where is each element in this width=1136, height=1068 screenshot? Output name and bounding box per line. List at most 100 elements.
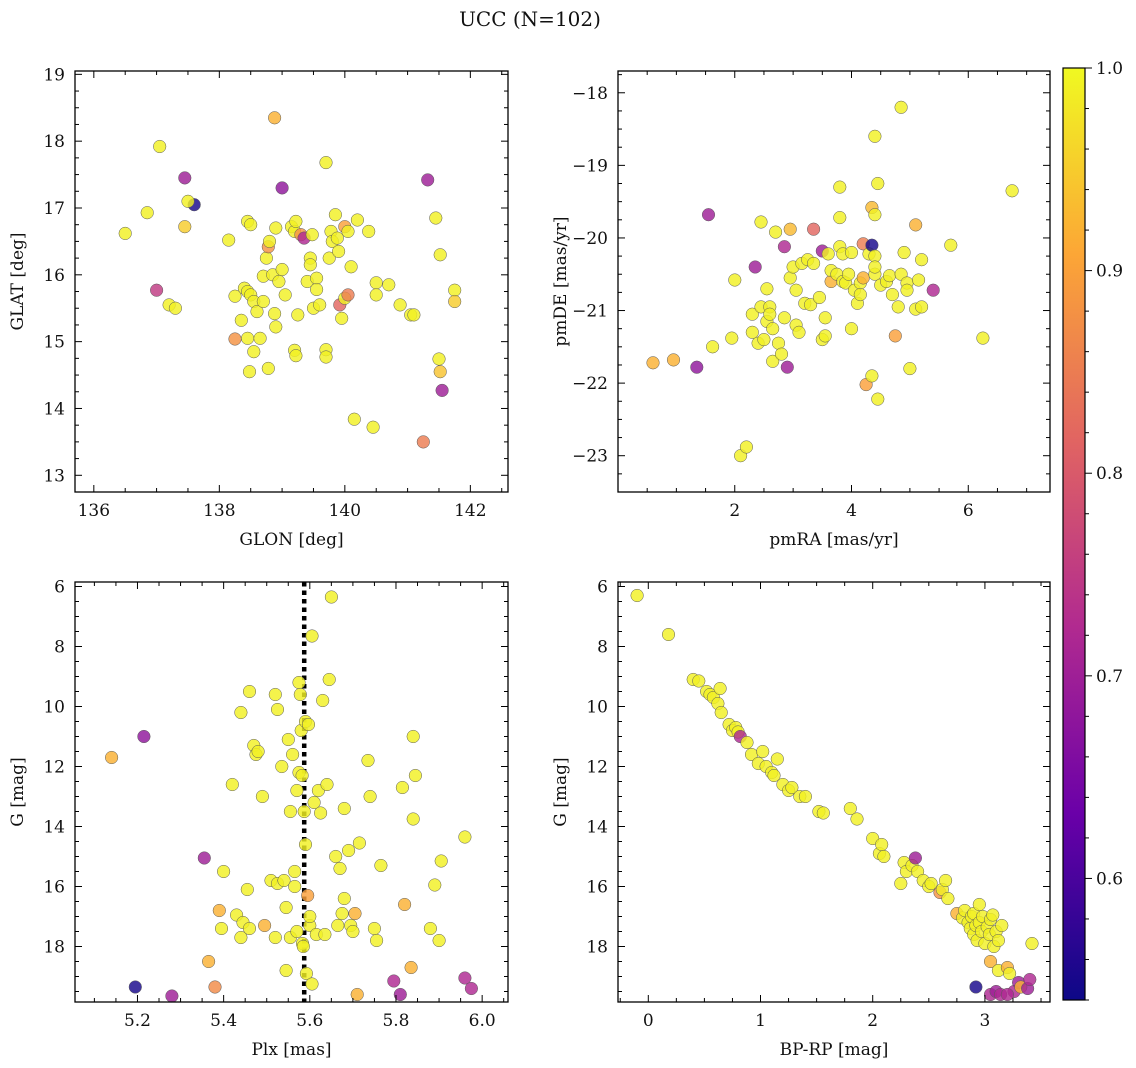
x-tick-label: 142 <box>454 501 486 521</box>
data-point <box>739 440 753 454</box>
y-tick-label: 8 <box>597 638 608 658</box>
data-point <box>690 360 704 374</box>
data-point <box>398 897 412 912</box>
data-point <box>319 156 333 170</box>
colorbar-tick-label: 0.9 <box>1096 262 1123 282</box>
data-point <box>877 849 891 864</box>
y-tick-label: 18 <box>586 938 608 958</box>
scatter-points <box>105 590 478 1003</box>
data-point <box>416 435 430 449</box>
y-axis-label: pmDE [mas/yr] <box>551 216 571 346</box>
data-point <box>253 331 267 345</box>
data-point <box>908 851 922 865</box>
data-point <box>714 705 728 720</box>
data-point <box>850 812 864 826</box>
data-point <box>856 271 870 285</box>
plot-frame <box>617 70 1051 493</box>
y-tick-label: 10 <box>43 698 65 718</box>
data-point <box>178 171 192 185</box>
data-point <box>434 854 448 868</box>
data-point <box>228 289 242 303</box>
data-point <box>350 987 364 1002</box>
data-point <box>433 248 447 262</box>
y-tick-label: 6 <box>597 578 608 598</box>
colorbar-tick-label: 0.6 <box>1096 869 1123 889</box>
data-point <box>307 795 321 810</box>
data-point <box>289 214 303 228</box>
data-point <box>763 307 777 321</box>
data-point <box>818 329 832 343</box>
scatter-points <box>118 111 462 449</box>
data-point <box>448 294 462 309</box>
y-tick-label: −22 <box>572 374 608 394</box>
data-point <box>891 300 905 314</box>
x-tick-label: 1 <box>755 1011 766 1031</box>
data-point <box>305 228 319 242</box>
data-point <box>212 903 226 918</box>
data-point <box>208 980 222 994</box>
data-point <box>310 282 324 297</box>
data-point <box>701 208 716 222</box>
data-point <box>868 129 882 143</box>
data-point <box>333 861 347 876</box>
data-point <box>882 269 897 283</box>
data-point <box>804 298 818 312</box>
x-axis-label: GLON [deg] <box>239 530 343 550</box>
data-point <box>332 244 346 258</box>
y-tick-label: 16 <box>586 878 608 898</box>
data-point <box>756 744 770 759</box>
data-point <box>137 729 151 744</box>
data-point <box>305 629 319 643</box>
x-tick-label: 138 <box>203 501 235 521</box>
data-point <box>972 897 986 912</box>
y-tick-label: 16 <box>43 878 65 898</box>
data-point <box>269 320 283 334</box>
data-point <box>387 974 401 988</box>
data-point <box>777 240 791 254</box>
data-point <box>255 789 269 804</box>
data-point <box>250 305 264 319</box>
data-point <box>289 349 303 363</box>
colorbar-tick-label: 0.8 <box>1096 464 1123 484</box>
data-point <box>197 851 211 865</box>
x-axis-label: BP-RP [mag] <box>780 1040 889 1060</box>
y-tick-label: 18 <box>43 132 65 152</box>
data-point <box>270 702 285 717</box>
data-point <box>303 909 317 924</box>
scatter-points <box>630 588 1039 1002</box>
data-point <box>297 804 311 819</box>
data-point <box>341 224 355 238</box>
data-point <box>407 308 421 322</box>
data-point <box>769 225 783 239</box>
data-point <box>843 801 857 816</box>
data-point <box>288 879 302 894</box>
plot-frame <box>617 581 1051 1003</box>
data-point <box>118 226 132 240</box>
data-point <box>275 262 289 277</box>
data-point <box>279 963 293 978</box>
x-tick-label: 5.2 <box>124 1011 151 1031</box>
data-point <box>833 211 847 225</box>
data-point <box>316 693 330 708</box>
data-point <box>337 801 351 816</box>
x-tick-label: 2 <box>867 1011 878 1031</box>
data-point <box>318 927 332 942</box>
x-tick-label: 136 <box>78 501 110 521</box>
data-point <box>181 194 195 208</box>
data-point <box>393 987 407 1002</box>
y-tick-label: 14 <box>43 399 65 419</box>
data-point <box>812 290 826 305</box>
data-point <box>760 282 774 296</box>
data-point <box>429 211 443 225</box>
data-point <box>319 350 333 364</box>
data-point <box>277 873 291 888</box>
data-point <box>241 331 255 345</box>
data-point <box>242 684 257 699</box>
y-tick-label: 12 <box>43 758 65 778</box>
data-point <box>165 989 179 1003</box>
data-point <box>202 954 216 969</box>
data-point <box>293 687 307 702</box>
colorbar-tick-label: 0.7 <box>1096 667 1123 687</box>
data-point <box>374 858 388 873</box>
